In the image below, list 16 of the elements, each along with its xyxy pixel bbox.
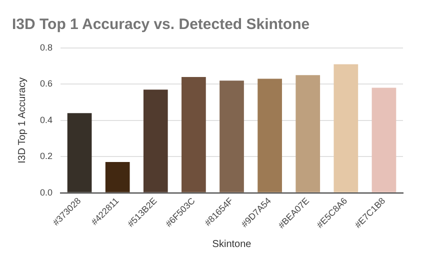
bar — [258, 78, 282, 192]
bar — [334, 64, 358, 192]
y-tick-label: 0.0 — [40, 187, 53, 198]
bar — [296, 75, 320, 192]
y-tick-label: 0.8 — [40, 42, 53, 52]
chart-title: I3D Top 1 Accuracy vs. Detected Skintone — [12, 16, 310, 34]
y-tick-label: 0.4 — [40, 114, 53, 125]
bar — [105, 162, 130, 192]
y-tick-label: 0.6 — [40, 78, 53, 89]
bar — [372, 88, 396, 192]
y-tick-label: 0.2 — [40, 151, 53, 162]
bar — [220, 80, 244, 192]
y-axis-title: I3D Top 1 Accuracy — [16, 77, 28, 164]
bar — [182, 76, 206, 192]
x-axis-title: Skintone — [212, 238, 252, 250]
bar — [143, 90, 168, 192]
